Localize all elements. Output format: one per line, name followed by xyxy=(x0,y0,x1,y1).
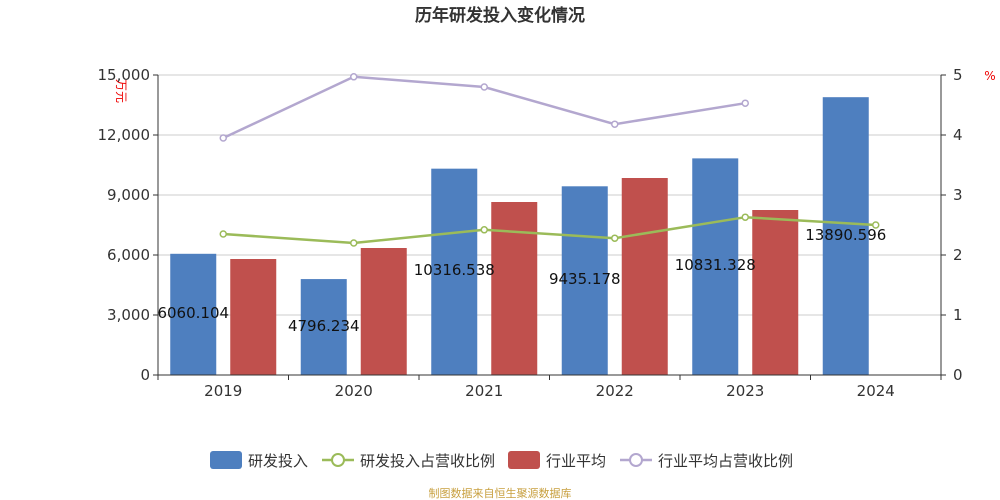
legend-swatch-marker xyxy=(331,453,345,467)
line-point xyxy=(872,221,880,229)
right-tick-label: 1 xyxy=(953,306,963,324)
bar-研发投入 xyxy=(431,168,478,375)
line-point xyxy=(741,99,749,107)
source-footer: 制图数据来自恒生聚源数据库 xyxy=(429,486,572,500)
line-point xyxy=(741,213,749,221)
line-point xyxy=(611,234,619,242)
bar-行业平均 xyxy=(752,210,799,375)
legend-swatch-bar xyxy=(508,451,540,469)
right-axis-unit: % xyxy=(984,69,995,83)
legend-label: 行业平均 xyxy=(546,452,606,470)
bar-data-label: 4796.234 xyxy=(288,317,360,335)
right-tick-label: 4 xyxy=(953,126,963,144)
bar-研发投入 xyxy=(822,97,869,375)
x-tick-label: 2020 xyxy=(335,382,373,400)
x-tick-label: 2023 xyxy=(726,382,764,400)
right-tick-label: 0 xyxy=(953,366,963,384)
legend-swatch-marker xyxy=(629,453,643,467)
left-tick-label: 9,000 xyxy=(107,186,150,204)
x-tick-label: 2019 xyxy=(204,382,242,400)
chart-title: 历年研发投入变化情况 xyxy=(415,5,585,26)
legend-label: 行业平均占营收比例 xyxy=(658,452,793,470)
right-tick-label: 2 xyxy=(953,246,963,264)
x-tick-label: 2021 xyxy=(465,382,503,400)
line-point xyxy=(480,83,488,91)
line-point xyxy=(480,226,488,234)
bar-data-label: 10831.328 xyxy=(675,256,756,274)
left-tick-label: 0 xyxy=(140,366,150,384)
bar-研发投入 xyxy=(692,158,739,375)
bar-行业平均 xyxy=(621,178,668,375)
bar-data-label: 10316.538 xyxy=(414,261,495,279)
legend-label: 研发投入占营收比例 xyxy=(360,452,495,470)
line-point xyxy=(611,120,619,128)
bar-研发投入 xyxy=(300,279,347,375)
left-axis-unit: 万元 xyxy=(114,79,128,103)
bar-行业平均 xyxy=(360,248,407,375)
legend-label: 研发投入 xyxy=(248,452,308,470)
line-point xyxy=(219,134,227,142)
x-tick-label: 2022 xyxy=(596,382,634,400)
left-tick-label: 6,000 xyxy=(107,246,150,264)
legend-swatch-bar xyxy=(210,451,242,469)
left-tick-label: 15,000 xyxy=(98,66,151,84)
bar-data-label: 6060.104 xyxy=(157,304,229,322)
bar-行业平均 xyxy=(230,259,277,375)
line-point xyxy=(350,73,358,81)
line-point xyxy=(350,239,358,247)
bar-data-label: 9435.178 xyxy=(549,270,621,288)
right-tick-label: 3 xyxy=(953,186,963,204)
line-point xyxy=(219,230,227,238)
bar-行业平均 xyxy=(491,202,538,375)
bar-研发投入 xyxy=(561,186,608,375)
right-tick-label: 5 xyxy=(953,66,963,84)
x-tick-label: 2024 xyxy=(857,382,895,400)
bar-研发投入 xyxy=(170,253,217,375)
line-研发投入占营收比例 xyxy=(223,215,876,245)
left-tick-label: 12,000 xyxy=(98,126,151,144)
bar-data-label: 13890.596 xyxy=(805,226,886,244)
left-tick-label: 3,000 xyxy=(107,306,150,324)
